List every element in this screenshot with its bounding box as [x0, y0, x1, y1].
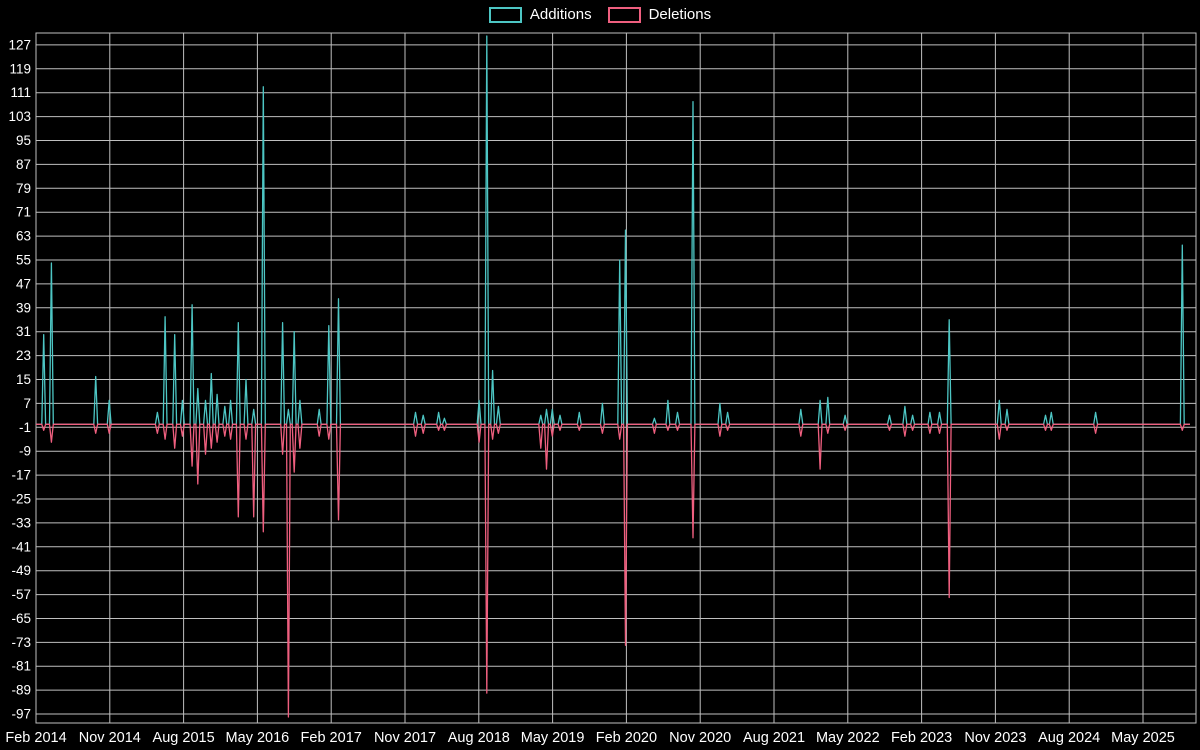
y-tick-label: -17 [11, 468, 31, 483]
y-tick-label: 55 [16, 253, 31, 268]
y-tick-label: -41 [11, 539, 31, 554]
y-tick-label: -25 [11, 492, 31, 507]
y-tick-label: 95 [16, 133, 31, 148]
x-tick-label: Feb 2020 [596, 730, 657, 746]
y-tick-label: -73 [11, 635, 31, 650]
x-tick-label: Feb 2014 [5, 730, 66, 746]
y-tick-label: 15 [16, 372, 31, 387]
x-tick-label: Aug 2018 [448, 730, 510, 746]
x-tick-label: Aug 2024 [1038, 730, 1100, 746]
plot-frame [35, 32, 1197, 724]
legend-label-deletions: Deletions [648, 6, 712, 23]
deletions-swatch [607, 6, 641, 23]
additions-line[interactable] [36, 35, 1190, 425]
y-tick-label: -81 [11, 659, 31, 674]
y-tick-label: -1 [19, 420, 31, 435]
y-tick-label: -65 [11, 611, 31, 626]
legend-item-deletions[interactable]: Deletions [607, 6, 712, 23]
additions-swatch [488, 6, 522, 23]
x-tick-label: Nov 2020 [669, 730, 731, 746]
y-tick-label: 7 [23, 396, 31, 411]
x-tick-label: Nov 2014 [79, 730, 141, 746]
y-tick-label: -97 [11, 707, 31, 722]
y-tick-label: -9 [19, 444, 31, 459]
x-tick-label: Feb 2023 [891, 730, 952, 746]
y-tick-label: 47 [16, 276, 31, 291]
y-tick-label: 31 [16, 324, 31, 339]
y-tick-label: -89 [11, 683, 31, 698]
y-tick-label: 103 [8, 109, 31, 124]
x-tick-label: May 2025 [1111, 730, 1175, 746]
y-tick-label: 127 [8, 37, 31, 52]
y-tick-label: -57 [11, 587, 31, 602]
legend-label-additions: Additions [529, 6, 592, 23]
y-tick-label: 39 [16, 300, 31, 315]
deletions-line[interactable] [36, 423, 1190, 718]
y-tick-label: -33 [11, 515, 31, 530]
y-tick-label: 63 [16, 229, 31, 244]
y-tick-label: 23 [16, 348, 31, 363]
x-tick-label: Nov 2017 [374, 730, 436, 746]
x-tick-label: May 2022 [816, 730, 880, 746]
y-tick-label: 111 [10, 85, 31, 100]
y-tick-label: 119 [9, 61, 31, 76]
y-tick-label: -49 [11, 563, 31, 578]
x-tick-label: Nov 2023 [964, 730, 1026, 746]
y-tick-label: 79 [16, 181, 31, 196]
x-tick-label: May 2016 [226, 730, 290, 746]
y-tick-label: 71 [16, 205, 31, 220]
x-tick-label: Feb 2017 [301, 730, 362, 746]
x-tick-label: Aug 2021 [743, 730, 805, 746]
x-tick-label: Aug 2015 [153, 730, 215, 746]
y-tick-label: 87 [16, 157, 31, 172]
x-tick-label: May 2019 [521, 730, 585, 746]
legend-item-additions[interactable]: Additions [488, 6, 592, 23]
chart-legend: Additions Deletions [0, 6, 1200, 23]
